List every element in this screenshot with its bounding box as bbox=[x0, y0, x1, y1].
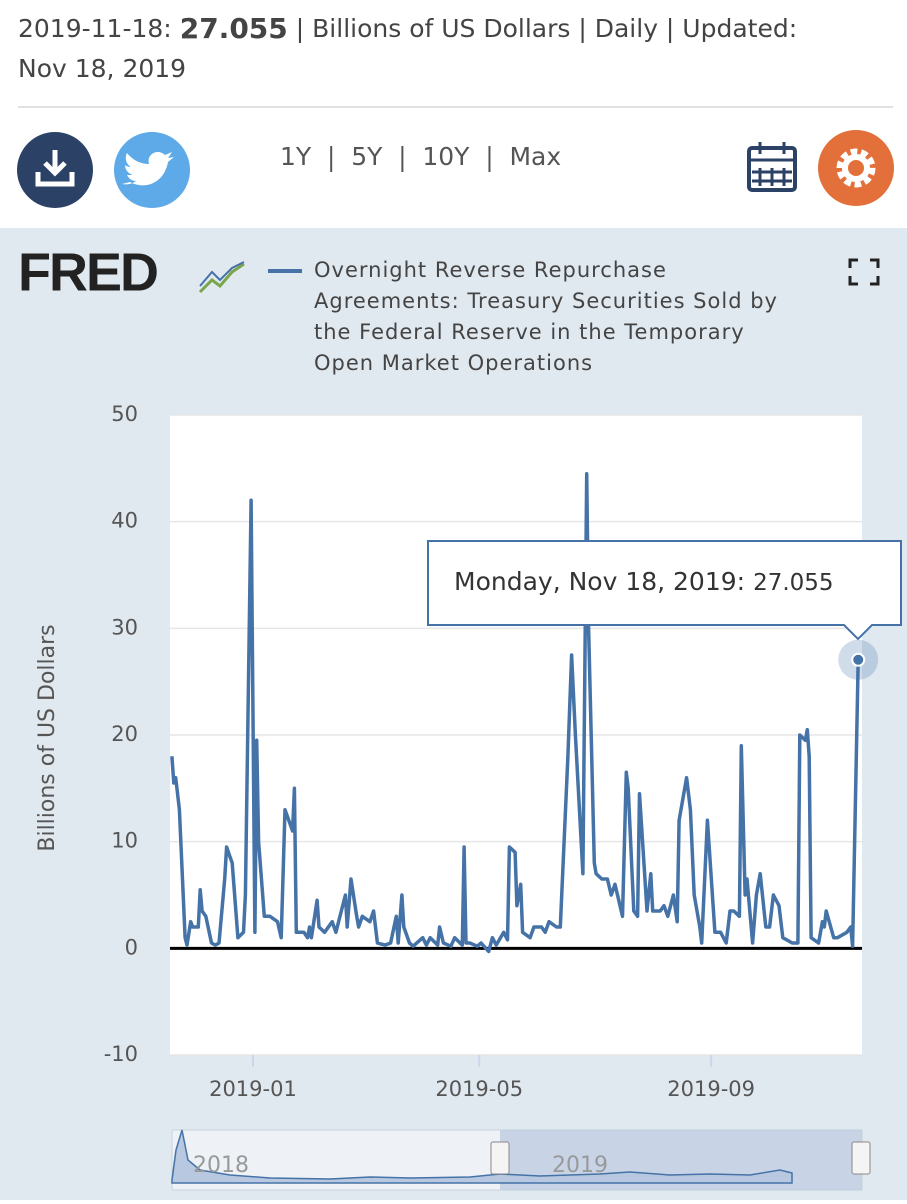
range-button[interactable]: 5Y bbox=[351, 142, 383, 171]
twitter-button[interactable] bbox=[114, 132, 190, 208]
header-info: | Billions of US Dollars | Daily | Updat… bbox=[296, 14, 797, 43]
logo: FRED bbox=[18, 242, 157, 302]
range-button[interactable]: Max bbox=[509, 142, 561, 171]
header-line: 2019-11-18: 27.055 | Billions of US Dollar… bbox=[18, 12, 797, 45]
logo-graph bbox=[198, 262, 245, 294]
plot: -10 0 10 20 30 40 50 2019-01 2019-05 2019-09 bbox=[104, 402, 879, 1101]
y-tick-label: 10 bbox=[111, 829, 138, 853]
y-tick-label: 30 bbox=[111, 615, 138, 639]
tooltip-date: Monday, Nov 18, 2019: bbox=[454, 567, 745, 596]
calendar-icon bbox=[747, 146, 797, 192]
header-value: 27.055 bbox=[180, 12, 288, 45]
tooltip: Monday, Nov 18, 2019: 27.055 bbox=[427, 540, 902, 641]
header-updated: Nov 18, 2019 bbox=[18, 54, 186, 83]
x-tick-label: 2019-01 bbox=[209, 1077, 297, 1101]
y-axis-label: Billions of US Dollars bbox=[35, 624, 60, 851]
logo-graph-2 bbox=[199, 261, 245, 287]
hover-point bbox=[851, 652, 866, 667]
tooltip-text: Monday, Nov 18, 2019: 27.055 bbox=[454, 567, 834, 596]
gear-teeth bbox=[836, 148, 876, 188]
tooltip-value: 27.055 bbox=[753, 570, 833, 596]
x-tick-label: 2019-09 bbox=[667, 1077, 755, 1101]
settings-circle bbox=[818, 130, 894, 206]
calendar-button[interactable] bbox=[747, 142, 797, 192]
range-selector: 1Y 5Y 10Y Max bbox=[280, 142, 561, 172]
y-tick-label: -10 bbox=[104, 1042, 138, 1066]
y-tick-label: 0 bbox=[125, 935, 138, 959]
twitter-icon bbox=[122, 151, 174, 186]
range-button[interactable]: 10Y bbox=[422, 142, 470, 171]
navigator-handle[interactable] bbox=[851, 1141, 871, 1175]
y-tick-label: 40 bbox=[111, 509, 138, 533]
x-tick-label: 2019-05 bbox=[435, 1077, 523, 1101]
navigator-label: 2018 bbox=[193, 1153, 249, 1178]
settings-button[interactable] bbox=[818, 130, 894, 206]
y-tick-label: 20 bbox=[111, 722, 138, 746]
range-button[interactable]: 1Y bbox=[280, 142, 312, 171]
y-tick-label: 50 bbox=[111, 402, 138, 426]
navigator: 2018 2019 bbox=[171, 1129, 871, 1191]
download-button[interactable] bbox=[17, 132, 93, 208]
series-line bbox=[170, 471, 860, 954]
fullscreen-icon[interactable] bbox=[848, 258, 880, 286]
download-icon bbox=[35, 150, 75, 187]
legend-label: Overnight Reverse Repurchase Agreements: … bbox=[314, 258, 778, 375]
header-date: 2019-11-18: bbox=[18, 14, 172, 43]
calendar-grid bbox=[749, 142, 795, 186]
tooltip-box bbox=[427, 540, 902, 641]
gear-icon bbox=[842, 154, 870, 182]
navigator-handle[interactable] bbox=[490, 1141, 510, 1175]
navigator-label: 2019 bbox=[552, 1153, 608, 1178]
